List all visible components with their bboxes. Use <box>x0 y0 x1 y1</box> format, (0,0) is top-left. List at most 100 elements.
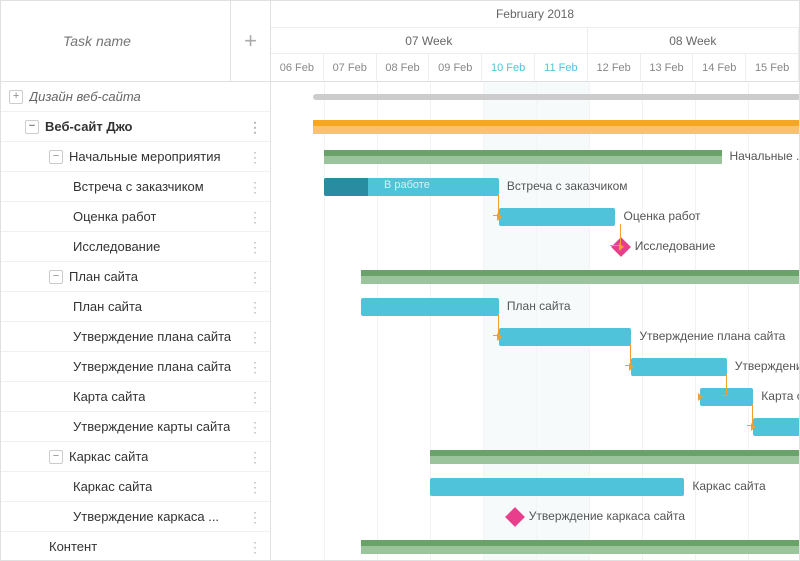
day-cell: 07 Feb <box>324 54 377 81</box>
task-label: План сайта <box>73 299 142 314</box>
milestone-diamond[interactable] <box>505 507 525 527</box>
task-bar[interactable] <box>753 418 799 436</box>
task-row[interactable]: −Каркас сайта ⋮ <box>1 442 270 472</box>
bar-label: Исследование <box>635 239 716 253</box>
day-row: 06 Feb07 Feb08 Feb09 Feb10 Feb11 Feb12 F… <box>271 54 799 81</box>
kebab-menu-icon[interactable]: ⋮ <box>248 240 262 254</box>
chart-body[interactable]: Начальные ... В работе Встреча с заказчико… <box>271 82 799 560</box>
day-cell: 09 Feb <box>429 54 482 81</box>
task-row[interactable]: Утверждение плана сайта ⋮ <box>1 322 270 352</box>
task-row[interactable]: Контент ⋮ <box>1 532 270 560</box>
day-cell: 08 Feb <box>377 54 430 81</box>
collapse-icon[interactable]: − <box>49 450 63 464</box>
chart-row <box>271 412 799 442</box>
bar-label: Карта сайта <box>761 389 799 403</box>
kebab-menu-icon[interactable]: ⋮ <box>248 480 262 494</box>
collapse-icon[interactable]: − <box>25 120 39 134</box>
kebab-menu-icon[interactable]: ⋮ <box>248 420 262 434</box>
task-panel: + +Дизайн веб-сайта−Веб-сайт Джо⋮−Началь… <box>1 1 271 560</box>
collapse-icon[interactable]: − <box>49 150 63 164</box>
day-cell: 13 Feb <box>641 54 694 81</box>
day-cell: 15 Feb <box>746 54 799 81</box>
kebab-menu-icon[interactable]: ⋮ <box>248 180 262 194</box>
task-label: Утверждение плана сайта <box>73 359 231 374</box>
kebab-menu-icon[interactable]: ⋮ <box>248 150 262 164</box>
day-cell: 06 Feb <box>271 54 324 81</box>
task-row[interactable]: −Начальные мероприятия ⋮ <box>1 142 270 172</box>
project-bar[interactable] <box>313 94 799 100</box>
task-row[interactable]: + Дизайн веб-сайта <box>1 82 270 112</box>
task-list: +Дизайн веб-сайта−Веб-сайт Джо⋮−Начальны… <box>1 82 270 560</box>
task-row[interactable]: Утверждение каркаса ... ⋮ <box>1 502 270 532</box>
chart-row: Каркас сайта <box>271 472 799 502</box>
collapse-icon[interactable]: − <box>49 270 63 284</box>
task-label: Контент <box>49 539 97 554</box>
task-row[interactable]: Оценка работ ⋮ <box>1 202 270 232</box>
chart-row <box>271 82 799 112</box>
task-bar[interactable] <box>361 298 499 316</box>
task-row[interactable]: План сайта ⋮ <box>1 292 270 322</box>
task-row[interactable]: Каркас сайта ⋮ <box>1 472 270 502</box>
task-label: Утверждение каркаса ... <box>73 509 219 524</box>
kebab-menu-icon[interactable]: ⋮ <box>248 120 262 134</box>
kebab-menu-icon[interactable]: ⋮ <box>248 210 262 224</box>
day-cell: 14 Feb <box>693 54 746 81</box>
bar-label: Утверждение каркаса сайта <box>529 509 685 523</box>
gantt-chart: + +Дизайн веб-сайта−Веб-сайт Джо⋮−Началь… <box>0 0 800 561</box>
task-bar[interactable] <box>700 388 753 406</box>
week-cell: 08 Week <box>588 28 799 54</box>
task-bar[interactable]: В работе <box>324 178 499 196</box>
kebab-menu-icon[interactable]: ⋮ <box>248 330 262 344</box>
chart-row: Утверждение плана сайта <box>271 322 799 352</box>
bar-label: Встреча с заказчиком <box>507 179 628 193</box>
kebab-menu-icon[interactable]: ⋮ <box>248 540 262 554</box>
task-label: Утверждение плана сайта <box>73 329 231 344</box>
chart-row <box>271 442 799 472</box>
task-panel-header: + <box>1 1 270 82</box>
chart-row: Оценка работ <box>271 202 799 232</box>
bar-label: Утверждение ... <box>735 359 799 373</box>
kebab-menu-icon[interactable]: ⋮ <box>248 270 262 284</box>
task-label: Исследование <box>73 239 160 254</box>
task-label: Дизайн веб-сайта <box>29 89 141 104</box>
task-bar[interactable] <box>499 328 632 346</box>
chart-row: Утверждение ... <box>271 352 799 382</box>
task-row[interactable]: Утверждение карты сайта ⋮ <box>1 412 270 442</box>
chart-row: Утверждение каркаса сайта <box>271 502 799 532</box>
day-cell: 11 Feb <box>535 54 588 81</box>
task-row[interactable]: Карта сайта ⋮ <box>1 382 270 412</box>
kebab-menu-icon[interactable]: ⋮ <box>248 450 262 464</box>
kebab-menu-icon[interactable]: ⋮ <box>248 300 262 314</box>
task-label: План сайта <box>69 269 138 284</box>
task-row[interactable]: −План сайта ⋮ <box>1 262 270 292</box>
task-bar[interactable] <box>430 478 684 496</box>
task-label: Утверждение карты сайта <box>73 419 230 434</box>
chart-row: Карта сайта <box>271 382 799 412</box>
task-row[interactable]: Встреча с заказчиком ⋮ <box>1 172 270 202</box>
task-label: Каркас сайта <box>69 449 148 464</box>
task-label: Каркас сайта <box>73 479 152 494</box>
task-row[interactable]: Утверждение плана сайта ⋮ <box>1 352 270 382</box>
kebab-menu-icon[interactable]: ⋮ <box>248 360 262 374</box>
task-bar[interactable] <box>631 358 726 376</box>
add-task-button[interactable]: + <box>230 1 270 81</box>
bar-label: Каркас сайта <box>692 479 765 493</box>
chart-row <box>271 112 799 142</box>
task-label: Карта сайта <box>73 389 145 404</box>
day-cell: 10 Feb <box>482 54 535 81</box>
expand-icon[interactable]: + <box>9 90 23 104</box>
task-label: Встреча с заказчиком <box>73 179 204 194</box>
kebab-menu-icon[interactable]: ⋮ <box>248 510 262 524</box>
task-bar[interactable] <box>499 208 616 226</box>
bar-label: Начальные ... <box>730 149 800 163</box>
task-row[interactable]: −Веб-сайт Джо⋮ <box>1 112 270 142</box>
task-label: Оценка работ <box>73 209 156 224</box>
bar-label: Утверждение плана сайта <box>639 329 785 343</box>
bar-label: Оценка работ <box>624 209 701 223</box>
task-label: Начальные мероприятия <box>69 149 221 164</box>
chart-row: План сайта <box>271 292 799 322</box>
task-row[interactable]: Исследование ⋮ <box>1 232 270 262</box>
month-label: February 2018 <box>271 1 799 28</box>
kebab-menu-icon[interactable]: ⋮ <box>248 390 262 404</box>
task-name-input[interactable] <box>13 33 193 49</box>
